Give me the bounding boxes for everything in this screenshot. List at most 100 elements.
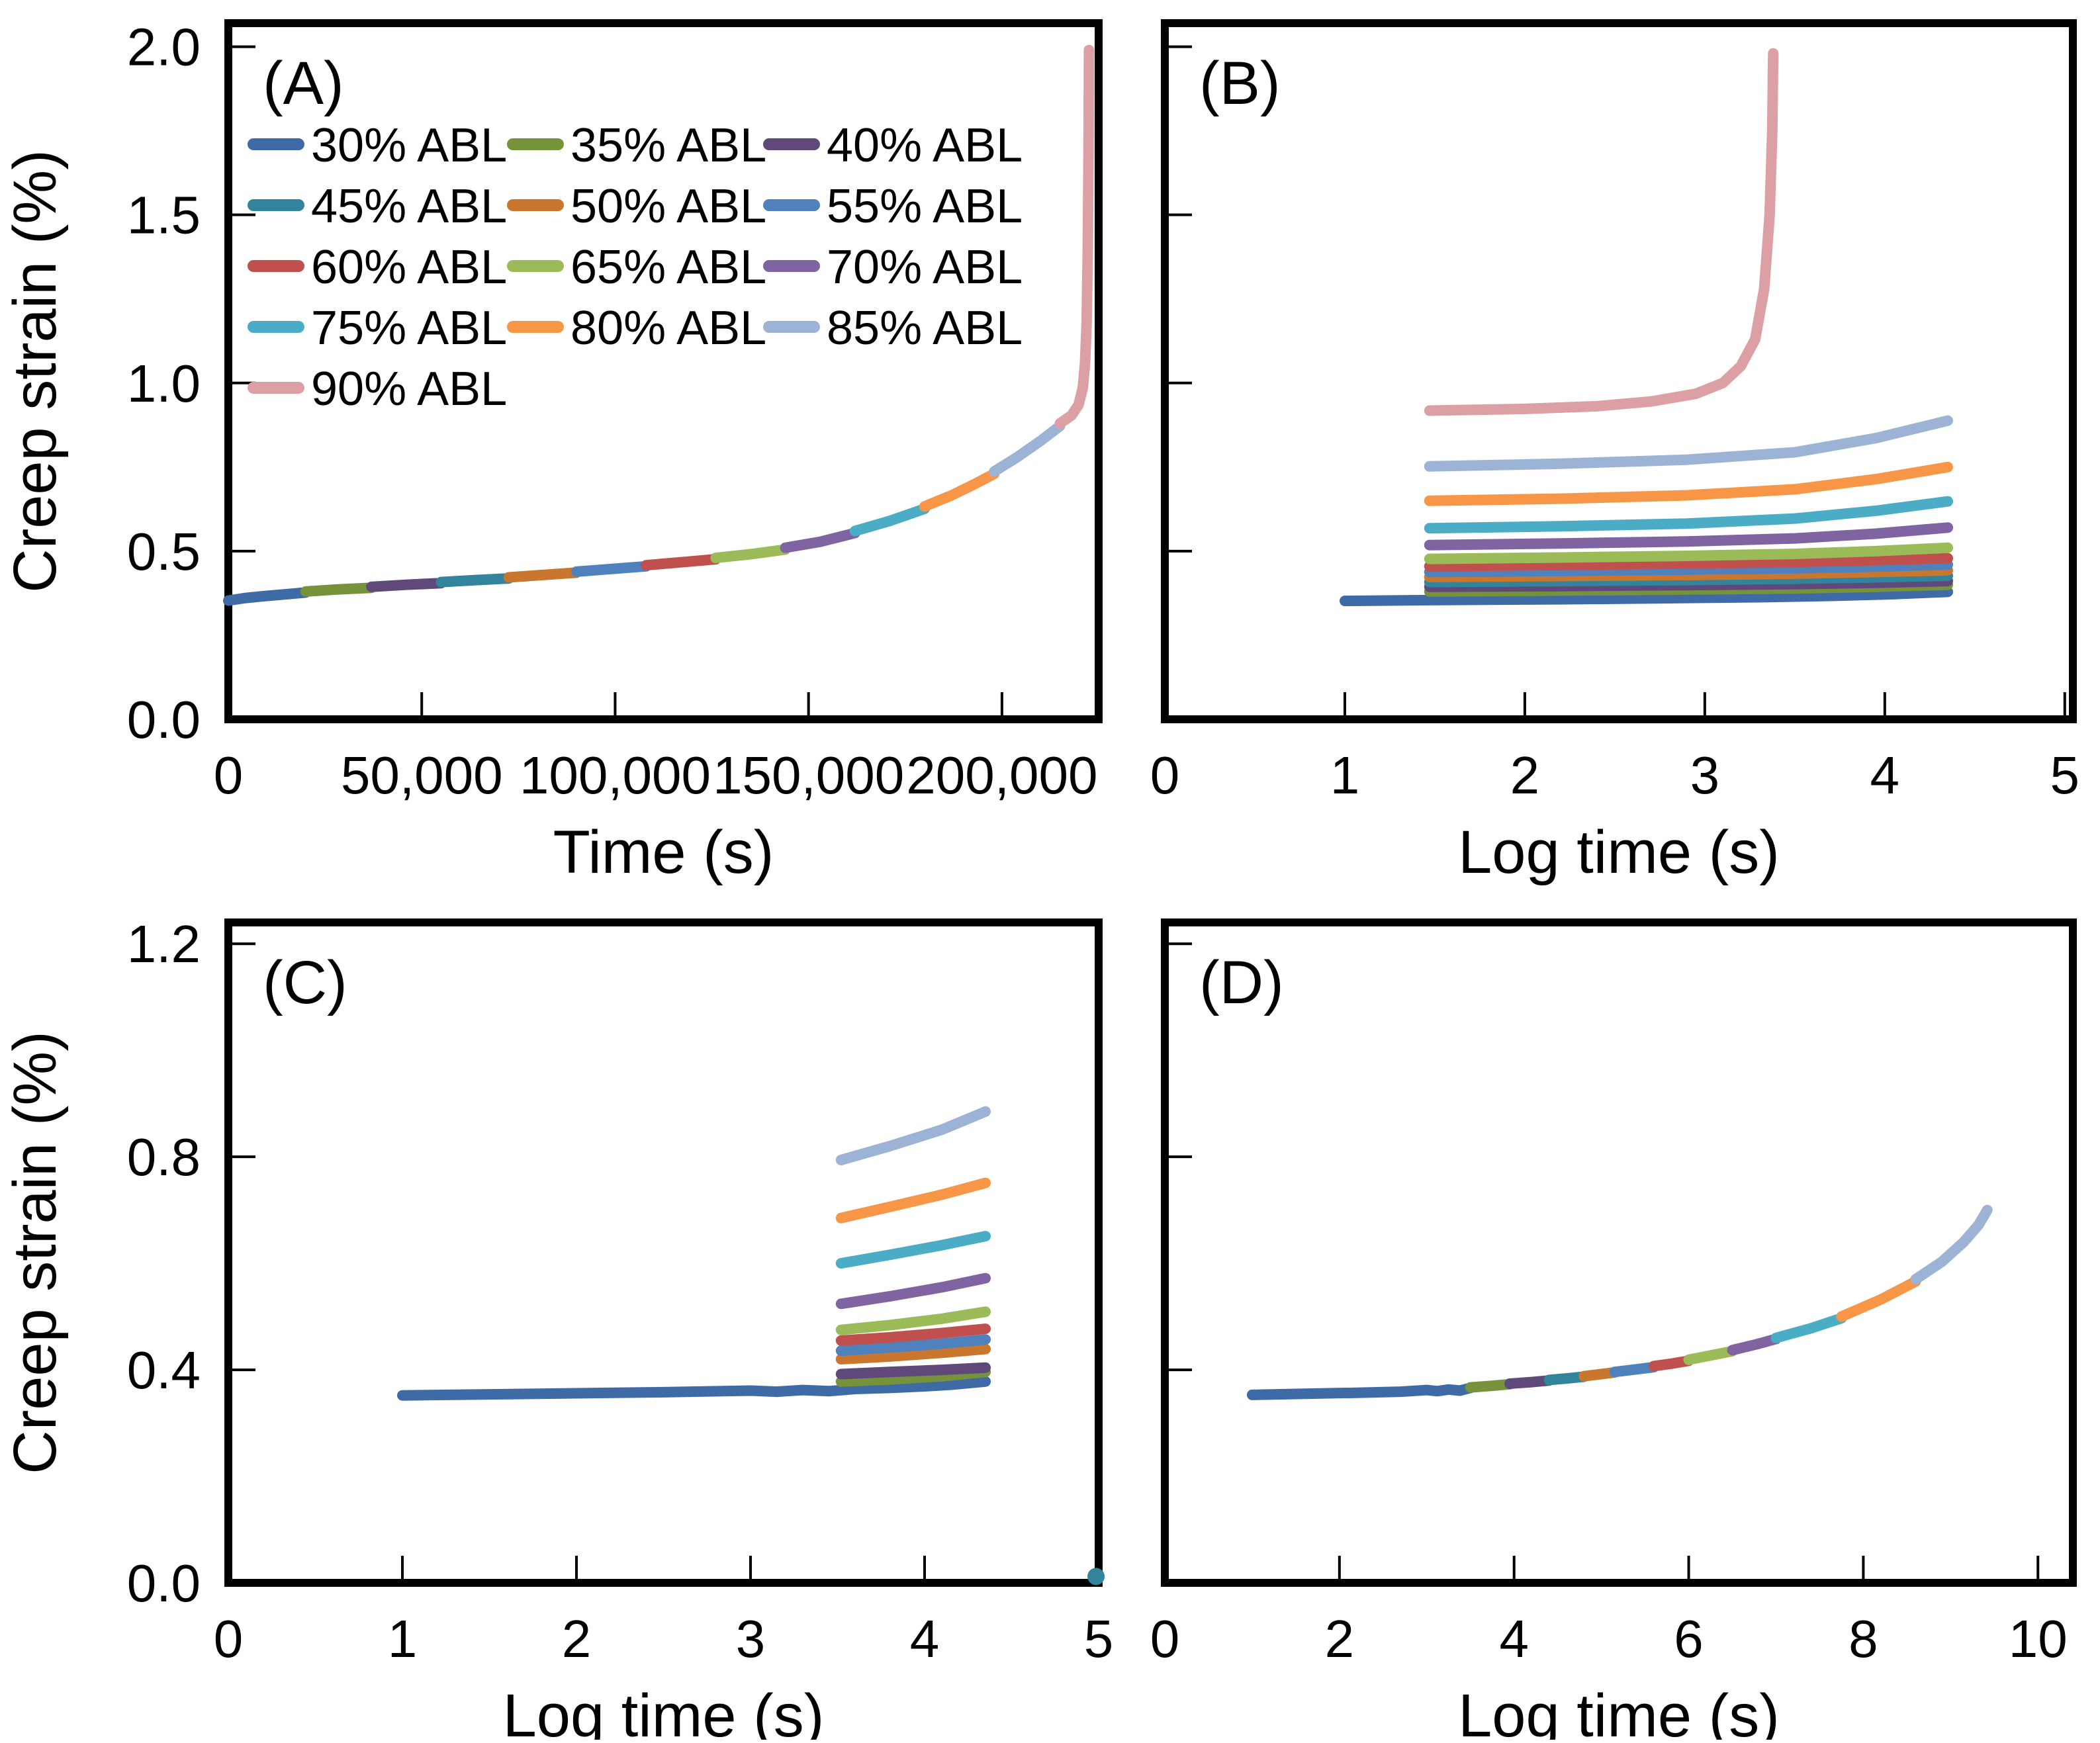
series-80-abl-c	[835, 1177, 991, 1224]
series-70-abl-b	[1424, 522, 1953, 551]
legend-item: 75% ABL	[248, 302, 507, 355]
series-50-abl-c	[835, 1343, 991, 1364]
series-75-abl-a	[849, 503, 930, 537]
plot-box-D	[1161, 918, 2077, 1587]
legend-label: 35% ABL	[571, 119, 766, 172]
x-tick-label: 3	[1690, 746, 1720, 805]
x-tick-label: 2	[1325, 1609, 1355, 1668]
series-45-abl-d	[1543, 1371, 1590, 1386]
legend-label: 55% ABL	[827, 180, 1023, 233]
series-60-abl-a	[641, 554, 721, 571]
series-80-abl-a	[919, 469, 1000, 512]
x-axis-title-a: Time (s)	[553, 819, 774, 886]
legend-item: 40% ABL	[763, 119, 1023, 172]
x-tick-label: 3	[736, 1609, 766, 1668]
series-85-abl-c	[835, 1106, 991, 1165]
legend-swatch-65-abl	[507, 260, 564, 272]
series-90-abl-a	[1054, 44, 1095, 429]
series-50-abl-a	[503, 567, 582, 583]
series-65-abl-c	[835, 1306, 991, 1335]
series-60-abl-c	[835, 1323, 991, 1346]
x-tick-label: 2	[562, 1609, 592, 1668]
series-65-abl-b	[1424, 542, 1953, 564]
legend-label: 85% ABL	[827, 302, 1023, 355]
series-60-abl-b	[1424, 553, 1953, 572]
x-tick-label: 100,000	[520, 746, 711, 805]
x-tick-label: 1	[1330, 746, 1360, 805]
series-55-abl-d	[1609, 1362, 1659, 1378]
series-70-abl-d	[1727, 1333, 1782, 1356]
y-tick-label: 0.8	[127, 1128, 201, 1186]
series-75-abl-c	[835, 1231, 991, 1269]
series-40-abl-a	[366, 578, 447, 592]
legend-item: 90% ABL	[248, 363, 507, 416]
legend-swatch-30-abl	[248, 138, 304, 150]
legend-swatch-55-abl	[763, 199, 820, 211]
x-tick-label: 4	[1499, 1609, 1529, 1668]
x-tick-label: 200,000	[906, 746, 1097, 805]
series-75-abl-d	[1770, 1313, 1847, 1343]
y-axis-title-a: Creep strain (%)	[1, 150, 69, 593]
panel-c: 0 1 2 3 4 5 0.0 0.4 0.8 1.2 (C) Log time (s) Creep s…	[1, 915, 1113, 1743]
y-axis-title-c: Creep strain (%)	[1, 1031, 69, 1474]
legend-label: 45% ABL	[311, 180, 507, 233]
panel-b: 0 1 2 3 4 5 (B) Log time (s)	[1150, 19, 2079, 886]
series-85-abl-d	[1910, 1204, 1993, 1285]
legend-swatch-50-abl	[507, 199, 564, 211]
legend-label: 75% ABL	[311, 302, 507, 355]
y-tick-label: 0.5	[127, 522, 201, 581]
series-30-abl-a	[223, 587, 311, 606]
series-30-abl-b	[1340, 586, 1953, 607]
series-35-abl-c	[835, 1366, 991, 1387]
y-tick-label: 0.0	[127, 690, 201, 749]
series-40-abl-c	[835, 1362, 991, 1380]
legend-label: 30% ABL	[311, 119, 507, 172]
series-35-abl-d	[1465, 1378, 1516, 1393]
x-axis-title-d: Log time (s)	[1458, 1682, 1780, 1740]
x-tick-label: 8	[1849, 1609, 1878, 1668]
x-tick-label: 4	[910, 1609, 940, 1668]
legend-item: 65% ABL	[507, 241, 766, 294]
series-45-abl-a	[435, 573, 514, 588]
legend-item: 50% ABL	[507, 180, 766, 233]
y-tick-label: 0.4	[127, 1341, 201, 1400]
legend-item: 60% ABL	[248, 241, 507, 294]
legend-label: 50% ABL	[571, 180, 766, 233]
y-tick-label: 1.0	[127, 354, 201, 413]
x-tick-label: 4	[1870, 746, 1900, 805]
legend-item: 70% ABL	[763, 241, 1023, 294]
panel-letter-d: (D)	[1199, 949, 1284, 1016]
legend-swatch-60-abl	[248, 260, 304, 272]
series-85-abl-a	[989, 420, 1066, 477]
series-30-abl-c	[397, 1376, 991, 1401]
panel-d: 0 2 4 6 8 10 (D) Log time (s)	[1150, 918, 2077, 1743]
legend-swatch-35-abl	[507, 138, 564, 150]
series-30-abl-d	[1246, 1382, 1476, 1400]
legend-item: 35% ABL	[507, 119, 766, 172]
series-70-abl-a	[780, 527, 860, 553]
legend-item: 85% ABL	[763, 302, 1023, 355]
legend-label: 65% ABL	[571, 241, 766, 294]
series-80-abl-b	[1424, 461, 1953, 506]
legend-swatch-70-abl	[763, 260, 820, 272]
x-tick-label: 6	[1674, 1609, 1704, 1668]
series-85-abl-b	[1424, 415, 1953, 472]
legend-label: 40% ABL	[827, 119, 1023, 172]
plot-box-B	[1161, 19, 2077, 723]
plot-box-C	[224, 918, 1103, 1587]
x-tick-label: 0	[1150, 1609, 1180, 1668]
series-65-abl-a	[710, 544, 791, 564]
legend-swatch-85-abl	[763, 321, 820, 333]
series-55-abl-c	[835, 1334, 991, 1357]
legend-label: 60% ABL	[311, 241, 507, 294]
x-axis-title-c: Log time (s)	[503, 1682, 825, 1740]
legend-swatch-45-abl	[248, 199, 304, 211]
series-45-abl-c-point	[1087, 1568, 1105, 1586]
x-tick-label: 10	[2009, 1609, 2068, 1668]
series-90-abl-b	[1424, 48, 1779, 416]
legend: 30% ABL 35% ABL 40% ABL 45% ABL 50% ABL 55% A…	[248, 119, 1023, 416]
x-tick-label: 0	[1150, 746, 1180, 805]
